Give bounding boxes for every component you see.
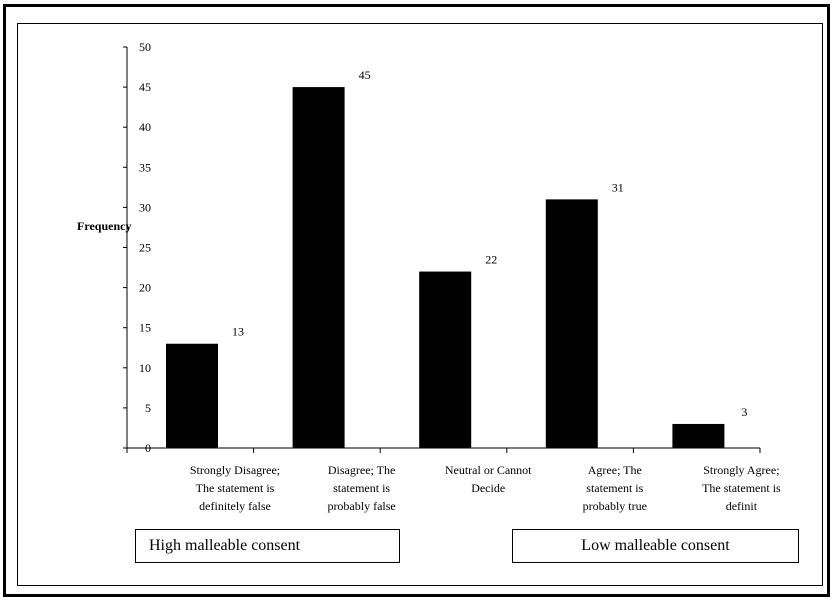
y-tick-label: 35: [139, 160, 151, 174]
y-tick-label: 30: [139, 200, 151, 214]
bar: [419, 271, 472, 448]
x-category-label-line: Neutral or Cannot: [444, 463, 532, 477]
x-category-label: Strongly Agree; The statement is definit: [676, 461, 806, 515]
x-category-label-line: Strongly Agree;: [703, 463, 780, 477]
x-category-label-line: definitely false: [199, 499, 271, 513]
y-tick-label: 25: [139, 241, 151, 255]
y-tick-label: 40: [139, 120, 151, 134]
bar: [166, 343, 218, 448]
bar-value-label: 45: [359, 68, 371, 82]
y-tick-label: 45: [139, 80, 151, 94]
x-category-label: Disagree; The statement is probably false: [297, 461, 427, 515]
bar-value-label: 31: [612, 180, 624, 194]
bar: [292, 87, 345, 448]
x-category-label-line: Agree; The: [587, 463, 642, 477]
x-category-label: Neutral or Cannot Decide: [423, 461, 553, 497]
x-category-label-line: statement is: [586, 481, 644, 495]
low-malleable-consent-label: Low malleable consent: [581, 537, 730, 554]
x-category-label-line: The statement is: [195, 481, 275, 495]
x-category-label-line: Strongly Disagree;: [189, 463, 281, 477]
y-tick-label: 20: [139, 281, 151, 295]
bar-value-label: 13: [232, 325, 244, 339]
x-category-label-line: probably true: [582, 499, 647, 513]
x-category-label-line: definit: [725, 499, 758, 513]
low-malleable-consent-box: Low malleable consent: [512, 529, 799, 563]
x-category-label: Agree; The statement is probably true: [550, 461, 680, 515]
high-malleable-consent-label: High malleable consent: [149, 537, 301, 554]
x-category-label-line: The statement is: [702, 481, 781, 495]
chart-area-border: [17, 23, 823, 586]
high-malleable-consent-box: High malleable consent: [135, 529, 400, 563]
bar: [545, 199, 598, 448]
bar-value-label: 22: [485, 253, 497, 267]
x-category-label-line: Disagree; The: [327, 463, 396, 477]
x-category-label: Strongly Disagree; The statement is defini…: [170, 461, 300, 515]
x-category-label-line: statement is: [333, 481, 391, 495]
x-category-label-line: probably false: [327, 499, 396, 513]
y-tick-label: 15: [139, 321, 151, 335]
y-tick-label: 0: [145, 441, 151, 455]
x-category-label-line: Decide: [471, 481, 506, 495]
bar: [672, 423, 725, 448]
y-axis-label: Frequency: [77, 219, 132, 233]
y-tick-label: 5: [145, 401, 151, 415]
y-tick-label: 10: [139, 361, 151, 375]
bar-value-label: 3: [741, 405, 747, 419]
y-tick-label: 50: [139, 40, 151, 54]
figure-frame: [3, 4, 830, 597]
